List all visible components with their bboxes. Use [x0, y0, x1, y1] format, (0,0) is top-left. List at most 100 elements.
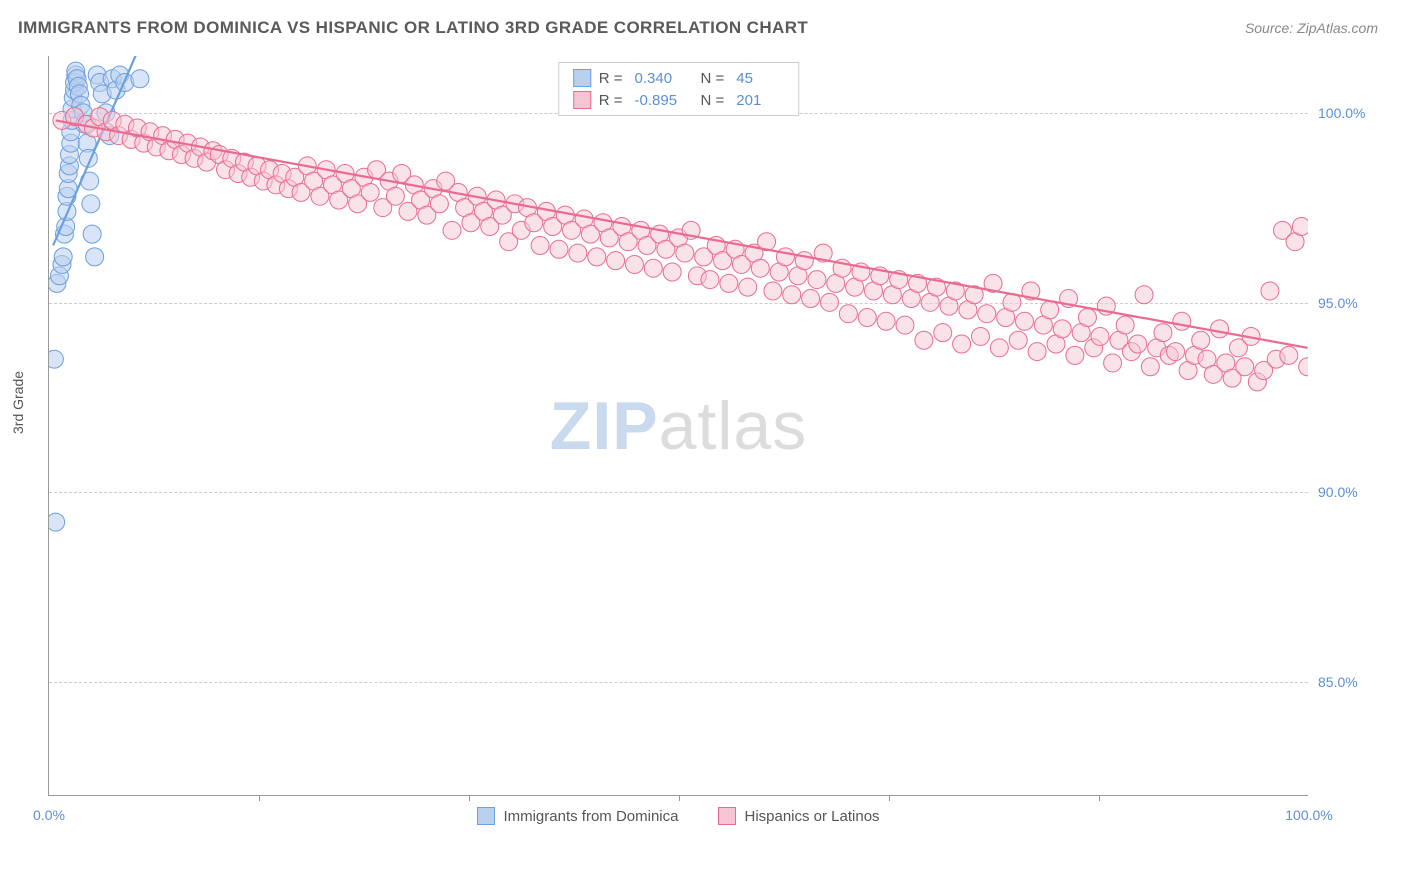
- trend-line: [56, 120, 1308, 347]
- data-point: [1091, 327, 1109, 345]
- data-point: [1261, 282, 1279, 300]
- data-point: [1078, 309, 1096, 327]
- y-tick-label: 95.0%: [1318, 295, 1378, 311]
- x-tick-label: 100.0%: [1285, 807, 1332, 823]
- legend-row: R =0.340N =45: [573, 67, 785, 89]
- x-tick: [1099, 795, 1100, 801]
- data-point: [1154, 324, 1172, 342]
- data-point: [972, 327, 990, 345]
- data-point: [531, 236, 549, 254]
- data-point: [1041, 301, 1059, 319]
- n-value: 201: [736, 92, 784, 109]
- data-point: [1116, 316, 1134, 334]
- data-point: [839, 305, 857, 323]
- data-point: [54, 248, 72, 266]
- series-legend: Immigrants from Dominica Hispanics or Lat…: [49, 807, 1308, 825]
- data-point: [821, 293, 839, 311]
- data-point: [990, 339, 1008, 357]
- legend-row: R = -0.895 N = 201: [573, 89, 785, 111]
- data-point: [953, 335, 971, 353]
- legend-item: Immigrants from Dominica: [477, 807, 678, 825]
- legend-item: Hispanics or Latinos: [718, 807, 879, 825]
- data-point: [1292, 218, 1308, 236]
- x-tick: [259, 795, 260, 801]
- data-point: [550, 240, 568, 258]
- chart-title: IMMIGRANTS FROM DOMINICA VS HISPANIC OR …: [18, 18, 808, 38]
- data-point: [1028, 343, 1046, 361]
- data-point: [663, 263, 681, 281]
- data-point: [783, 286, 801, 304]
- data-point: [1009, 331, 1027, 349]
- x-tick: [469, 795, 470, 801]
- data-point: [915, 331, 933, 349]
- correlation-legend: R =0.340N =45R =-0.895N =201: [558, 62, 800, 116]
- plot-svg: [49, 56, 1308, 795]
- y-tick-label: 90.0%: [1318, 484, 1378, 500]
- data-point: [1135, 286, 1153, 304]
- data-point: [131, 70, 149, 88]
- data-point: [86, 248, 104, 266]
- legend-swatch: [573, 69, 591, 87]
- x-tick-label: 0.0%: [33, 807, 65, 823]
- data-point: [1280, 346, 1298, 364]
- data-point: [1167, 343, 1185, 361]
- data-point: [1066, 346, 1084, 364]
- chart-header: IMMIGRANTS FROM DOMINICA VS HISPANIC OR …: [0, 0, 1406, 44]
- data-point: [934, 324, 952, 342]
- legend-swatch: [573, 91, 591, 109]
- data-point: [896, 316, 914, 334]
- x-tick: [889, 795, 890, 801]
- data-point: [701, 271, 719, 289]
- data-point: [1173, 312, 1191, 330]
- chart-container: 3rd Grade ZIPatlas R =0.340N =45R =-0.89…: [48, 56, 1388, 826]
- data-point: [808, 271, 826, 289]
- data-point: [430, 195, 448, 213]
- data-point: [644, 259, 662, 277]
- data-point: [1016, 312, 1034, 330]
- data-point: [569, 244, 587, 262]
- data-point: [776, 248, 794, 266]
- data-point: [751, 259, 769, 277]
- data-point: [1141, 358, 1159, 376]
- data-point: [386, 187, 404, 205]
- data-point: [1129, 335, 1147, 353]
- data-point: [588, 248, 606, 266]
- y-axis-label: 3rd Grade: [10, 371, 26, 434]
- y-tick-label: 85.0%: [1318, 674, 1378, 690]
- data-point: [1053, 320, 1071, 338]
- source-attribution: Source: ZipAtlas.com: [1245, 20, 1378, 36]
- data-point: [49, 350, 63, 368]
- data-point: [82, 195, 100, 213]
- x-tick: [679, 795, 680, 801]
- data-point: [361, 183, 379, 201]
- data-point: [739, 278, 757, 296]
- data-point: [1192, 331, 1210, 349]
- data-point: [802, 290, 820, 308]
- legend-swatch: [477, 807, 495, 825]
- data-point: [720, 274, 738, 292]
- data-point: [858, 309, 876, 327]
- r-value: -0.895: [635, 92, 683, 109]
- data-point: [676, 244, 694, 262]
- n-value: 45: [736, 70, 784, 87]
- data-point: [877, 312, 895, 330]
- data-point: [978, 305, 996, 323]
- data-point: [607, 252, 625, 270]
- data-point: [625, 255, 643, 273]
- data-point: [1211, 320, 1229, 338]
- legend-label: Immigrants from Dominica: [503, 808, 678, 825]
- n-label: N =: [701, 70, 725, 87]
- data-point: [1104, 354, 1122, 372]
- n-label: N =: [701, 92, 725, 109]
- data-point: [49, 513, 65, 531]
- r-label: R =: [599, 92, 623, 109]
- legend-swatch: [718, 807, 736, 825]
- plot-area: ZIPatlas R =0.340N =45R =-0.895N =201 Im…: [48, 56, 1308, 796]
- y-tick-label: 100.0%: [1318, 105, 1378, 121]
- data-point: [83, 225, 101, 243]
- data-point: [443, 221, 461, 239]
- data-point: [1236, 358, 1254, 376]
- data-point: [1299, 358, 1308, 376]
- legend-label: Hispanics or Latinos: [744, 808, 879, 825]
- data-point: [764, 282, 782, 300]
